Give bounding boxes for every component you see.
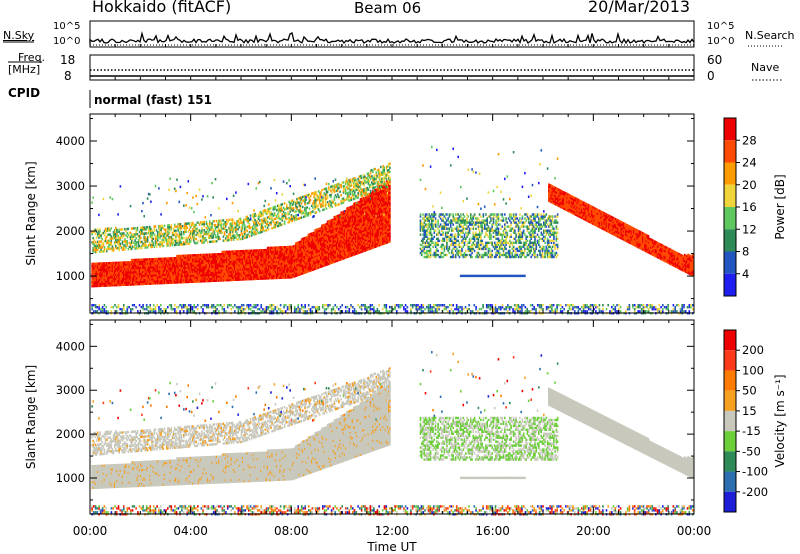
freq-tick-high: 18 — [60, 53, 76, 67]
power-colorbar-swatch — [724, 251, 736, 274]
velocity-colorbar-tick-label: 15 — [742, 404, 757, 418]
velocity-colorbar-swatch — [724, 431, 736, 452]
power-colorbar-swatch — [724, 207, 736, 230]
nsearch-tick-high: 10^5 — [707, 21, 735, 32]
power-colorbar-swatch — [724, 229, 736, 252]
velocity-colorbar-swatch — [724, 330, 736, 351]
xtick-label: 16:00 — [475, 524, 510, 538]
xlabel: Time UT — [366, 540, 417, 554]
nsky-tick-low: 10^0 — [53, 36, 81, 47]
ytick-label: 4000 — [56, 339, 85, 353]
ytick-label: 2000 — [56, 427, 85, 441]
velocity-colorbar-tick-label: -100 — [742, 465, 768, 479]
colorbars: 4 8 12 16 20 24 28 Power [dB] 200 100 50 15 -15 -50 -1… — [723, 117, 787, 513]
power-colorbar-tick-label: 12 — [742, 222, 757, 236]
nsky-trace — [89, 31, 695, 45]
xtick-label: 08:00 — [274, 524, 309, 538]
ytick-label: 1000 — [56, 471, 85, 485]
xtick-label: 00:00 — [73, 524, 108, 538]
xtick-label: 20:00 — [576, 524, 611, 538]
velocity-colorbar-tick-label: -50 — [742, 444, 761, 458]
power-colorbar-tick-label: 16 — [742, 200, 757, 214]
nave-label: Nave — [751, 61, 780, 74]
axis-ticks: 1000 2000 3000 4000 Slant Range [km] 1000 2000… — [24, 44, 711, 554]
ylabel: Slant Range [km] — [24, 161, 38, 265]
velocity-colorbar-tick-label: 50 — [742, 384, 757, 398]
ytick-label: 3000 — [56, 179, 85, 193]
power-colorbar-swatch — [724, 140, 736, 163]
summary-strips — [3, 31, 784, 81]
ytick-label: 4000 — [56, 134, 85, 148]
date-label: 20/Mar/2013 — [588, 0, 691, 16]
velocity-colorbar-swatch — [724, 410, 736, 432]
cpid-value: normal (fast) 151 — [94, 93, 212, 107]
nsearch-tick-low: 10^0 — [707, 36, 735, 47]
power-colorbar-tick-label: 24 — [742, 156, 757, 170]
nsky-tick-high: 10^5 — [53, 21, 81, 32]
xtick-label: 04:00 — [173, 524, 208, 538]
power-colorbar-swatch — [724, 184, 736, 207]
power-colorbar-swatch — [724, 118, 736, 141]
nsky-strip-frame — [89, 20, 695, 48]
velocity-colorbar-swatch — [724, 370, 736, 391]
power-colorbar-swatch — [724, 273, 736, 296]
ytick-label: 2000 — [56, 224, 85, 238]
nsky-label: N.Sky — [3, 29, 35, 42]
power-colorbar-tick-label: 20 — [742, 178, 757, 192]
power-colorbar-tick-label: 8 — [742, 245, 749, 259]
velocity-colorbar-swatch — [724, 471, 736, 492]
nsearch-label: N.Search — [745, 29, 795, 42]
power-colorbar-label: Power [dB] — [773, 174, 787, 239]
velocity-colorbar-label: Velocity [m s⁻¹] — [773, 374, 787, 467]
power-colorbar-tick-label: 28 — [742, 133, 757, 147]
ytick-label: 3000 — [56, 383, 85, 397]
beam-label: Beam 06 — [354, 0, 422, 17]
freq-unit: [MHz] — [8, 63, 41, 76]
velocity-colorbar-tick-label: -200 — [742, 485, 768, 499]
ylabel: Slant Range [km] — [24, 365, 38, 469]
power-colorbar-swatch — [724, 162, 736, 185]
velocity-colorbar-swatch — [724, 390, 736, 411]
xtick-label: 12:00 — [375, 524, 410, 538]
freq-tick-low: 8 — [64, 69, 72, 83]
power-colorbar-tick-label: 4 — [742, 267, 749, 281]
velocity-colorbar-swatch — [724, 491, 736, 512]
nave-tick-low: 0 — [707, 69, 715, 83]
velocity-panel-data — [91, 351, 694, 516]
velocity-colorbar-swatch — [724, 350, 736, 371]
velocity-colorbar-tick-label: 100 — [742, 363, 764, 377]
radar-title: Hokkaido (fitACF) — [92, 0, 232, 16]
velocity-colorbar-tick-label: -15 — [742, 424, 761, 438]
velocity-colorbar-frame — [723, 329, 737, 513]
ytick-label: 1000 — [56, 269, 85, 283]
nave-tick-high: 60 — [707, 53, 723, 67]
velocity-colorbar-swatch — [724, 451, 736, 472]
xtick-label: 00:00 — [677, 524, 712, 538]
cpid-label: CPID — [8, 86, 41, 100]
power-panel-data — [91, 145, 694, 315]
velocity-colorbar-tick-label: 200 — [742, 343, 764, 357]
freq-label: Freq. — [18, 51, 46, 64]
